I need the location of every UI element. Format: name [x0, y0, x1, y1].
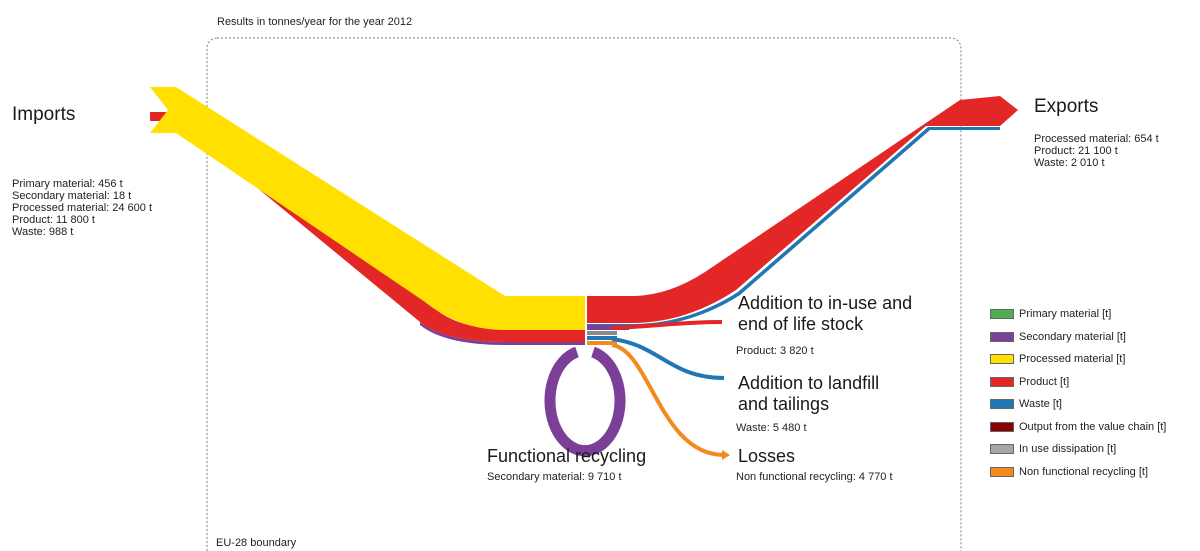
imports-line: Product: 11 800 t	[12, 214, 95, 226]
imports-line: Waste: 988 t	[12, 226, 74, 238]
legend-swatch	[990, 354, 1014, 365]
imports-processed-flow	[150, 87, 585, 330]
imports-line: Processed material: 24 600 t	[12, 202, 153, 214]
legend-swatch	[990, 331, 1014, 342]
junction-secondary-bar	[587, 325, 629, 330]
imports-details: Primary material: 456 t Secondary materi…	[12, 178, 152, 238]
legend-label: Primary material [t]	[1019, 308, 1112, 321]
legend-item: In use dissipation [t]	[990, 438, 1166, 461]
legend-swatch	[990, 444, 1014, 455]
legend-item: Primary material [t]	[990, 303, 1166, 326]
legend-label: In use dissipation [t]	[1019, 443, 1117, 456]
landfill-title-line: Addition to landfill	[738, 373, 880, 393]
legend-label: Processed material [t]	[1019, 353, 1126, 366]
imports-title: Imports	[12, 104, 76, 125]
exports-line: Processed material: 654 t	[1034, 133, 1159, 145]
stock-title-line: end of life stock	[738, 314, 864, 334]
losses-orange-arrow	[722, 450, 730, 460]
legend-item: Waste [t]	[990, 393, 1166, 416]
legend-item: Output from the value chain [t]	[990, 416, 1166, 439]
legend-swatch	[990, 399, 1014, 410]
landfill-title: Addition to landfill and tailings	[738, 373, 879, 415]
imports-waste-sliver	[420, 322, 585, 345]
results-caption: Results in tonnes/year for the year 2012	[217, 16, 413, 28]
legend-item: Product [t]	[990, 371, 1166, 394]
eu28-boundary-box	[206, 37, 962, 551]
legend-item: Processed material [t]	[990, 348, 1166, 371]
legend-swatch	[990, 309, 1014, 320]
exports-title: Exports	[1034, 96, 1099, 117]
legend-label: Waste [t]	[1019, 398, 1062, 411]
legend-label: Output from the value chain [t]	[1019, 420, 1167, 433]
landfill-waste-branch	[611, 337, 725, 380]
losses-title: Losses	[738, 446, 796, 466]
legend-label: Secondary material [t]	[1019, 330, 1126, 343]
landfill-title-line: and tailings	[738, 394, 830, 414]
junction-gray-bar	[587, 331, 617, 335]
exports-product-flow	[587, 96, 1018, 323]
imports-line: Primary material: 456 t	[12, 178, 123, 190]
legend-label: Non functional recycling [t]	[1019, 465, 1149, 478]
recycling-value: Secondary material: 9 710 t	[487, 471, 622, 483]
junction-orange-bar	[587, 341, 617, 345]
legend-swatch	[990, 466, 1014, 477]
functional-recycling-loop	[544, 346, 626, 457]
recycling-title: Functional recycling	[487, 446, 647, 466]
legend-swatch	[990, 421, 1014, 432]
legend-label: Product [t]	[1019, 375, 1070, 388]
legend: Primary material [t] Secondary material …	[990, 303, 1166, 483]
legend-swatch	[990, 376, 1014, 387]
losses-orange-branch	[611, 343, 725, 457]
stock-title-line: Addition to in-use and	[738, 293, 913, 313]
imports-line: Secondary material: 18 t	[12, 190, 132, 202]
losses-value: Non functional recycling: 4 770 t	[736, 471, 893, 483]
legend-item: Non functional recycling [t]	[990, 461, 1166, 484]
stock-product-branch	[611, 320, 723, 330]
exports-line: Waste: 2 010 t	[1034, 157, 1105, 169]
landfill-value: Waste: 5 480 t	[736, 422, 807, 434]
junction-waste-bar	[587, 336, 617, 340]
exports-details: Processed material: 654 t Product: 21 10…	[1034, 133, 1159, 169]
boundary-label: EU-28 boundary	[216, 537, 297, 549]
legend-item: Secondary material [t]	[990, 326, 1166, 349]
exports-line: Product: 21 100 t	[1034, 145, 1118, 157]
stock-title: Addition to in-use and end of life stock	[738, 293, 912, 335]
stock-value: Product: 3 820 t	[736, 345, 814, 357]
